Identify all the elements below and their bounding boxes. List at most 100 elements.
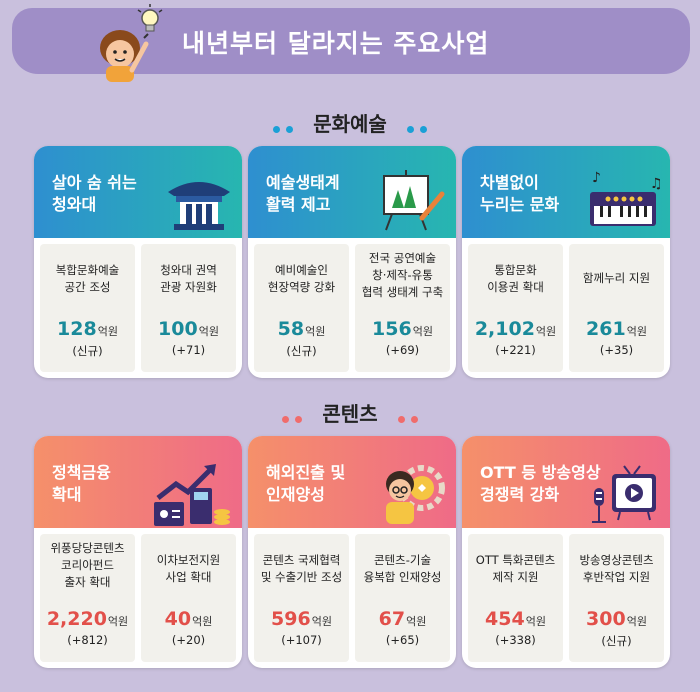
item-amount: 100억원 (141, 318, 236, 340)
decorative-dots-left (279, 404, 305, 428)
page-title: 내년부터 달라지는 주요사업 (182, 29, 490, 58)
amount-value: 156 (372, 318, 412, 340)
amount-value: 100 (158, 318, 198, 340)
card-arts-ecosystem: 예술생태계 활력 제고 예비예술인 현장역량 강화 58억원 (신규) 전국 공… (248, 146, 456, 378)
svg-text:♫: ♫ (650, 176, 662, 192)
card-policy-finance: 정책금융 확대 위풍당당콘텐츠 코리아펀드 출자 확대 2,220억원 (+81… (34, 436, 242, 668)
amount-unit: 억원 (198, 325, 219, 338)
section-title: 문화예술 (313, 112, 387, 136)
budget-item: 함께누리 지원 261억원 (+35) (569, 244, 664, 372)
item-name: 청와대 권역 관광 자원화 (160, 263, 217, 294)
amount-unit: 억원 (107, 615, 129, 628)
item-amount: 67억원 (355, 608, 450, 630)
card-title: 예술생태계 활력 제고 (266, 173, 340, 214)
item-amount: 128억원 (40, 318, 135, 340)
item-name: 콘텐츠-기술 융복합 인재양성 (363, 553, 442, 584)
item-name: 콘텐츠 국제협력 및 수출기반 조성 (260, 553, 343, 584)
budget-item: 예비예술인 현장역량 강화 58억원 (신규) (254, 244, 349, 372)
item-change: (신규) (72, 344, 103, 358)
item-name: 통합문화 이용권 확대 (487, 263, 544, 294)
section-title: 콘텐츠 (322, 402, 378, 426)
item-change: (+69) (385, 343, 420, 357)
amount-unit: 억원 (535, 325, 557, 338)
item-change: (+812) (67, 633, 108, 647)
item-change: (+107) (281, 633, 322, 647)
section-heading-contents: 콘텐츠 (0, 398, 700, 428)
budget-item: OTT 특화콘텐츠 제작 지원 454억원 (+338) (468, 534, 563, 662)
item-amount: 40억원 (141, 608, 236, 630)
easel-painting-icon (383, 170, 445, 231)
item-name: 예비예술인 현장역량 강화 (267, 263, 336, 294)
item-change: (신규) (286, 344, 317, 358)
item-change: (+35) (599, 343, 634, 357)
budget-item: 이차보전지원 사업 확대 40억원 (+20) (141, 534, 236, 662)
amount-unit: 억원 (626, 615, 647, 628)
budget-item: 콘텐츠 국제협력 및 수출기반 조성 596억원 (+107) (254, 534, 349, 662)
amount-value: 40 (164, 608, 192, 630)
amount-unit: 억원 (525, 615, 546, 628)
item-name: 위풍당당콘텐츠 코리아펀드 출자 확대 (50, 541, 125, 589)
person-idea-icon (386, 465, 445, 524)
tv-microphone-icon (592, 465, 656, 523)
item-amount: 2,102억원 (468, 318, 563, 340)
amount-value: 454 (485, 608, 525, 630)
amount-value: 300 (586, 608, 626, 630)
decorative-dots-left (270, 114, 296, 138)
card-blue-house: 살아 숨 쉬는 청와대 복합문화예술 공간 조성 128억원 (신규) 청와대 … (34, 146, 242, 378)
decorative-dots-right (395, 404, 421, 428)
budget-item: 통합문화 이용권 확대 2,102억원 (+221) (468, 244, 563, 372)
amount-unit: 억원 (412, 325, 433, 338)
budget-item: 복합문화예술 공간 조성 128억원 (신규) (40, 244, 135, 372)
item-amount: 156억원 (355, 318, 450, 340)
keyboard-music-icon: ♪ ♫ (590, 170, 662, 226)
item-amount: 596억원 (254, 608, 349, 630)
item-change: (신규) (601, 634, 632, 648)
item-change: (+20) (171, 633, 206, 647)
item-amount: 300억원 (569, 608, 664, 630)
traditional-building-icon (168, 182, 230, 230)
item-amount: 454억원 (468, 608, 563, 630)
item-name: 이차보전지원 사업 확대 (156, 553, 221, 584)
decorative-dots-right (404, 114, 430, 138)
section-heading-culture: 문화예술 (0, 108, 700, 138)
item-change: (+338) (495, 633, 536, 647)
item-amount: 261억원 (569, 318, 664, 340)
amount-unit: 억원 (305, 325, 326, 338)
amount-unit: 억원 (311, 615, 332, 628)
item-name: 전국 공연예술 창·제작-유통 협력 생태계 구축 (361, 251, 444, 299)
budget-item: 위풍당당콘텐츠 코리아펀드 출자 확대 2,220억원 (+812) (40, 534, 135, 662)
item-name: 함께누리 지원 (582, 271, 651, 285)
amount-unit: 억원 (406, 615, 427, 628)
budget-item: 방송영상콘텐츠 후반작업 지원 300억원 (신규) (569, 534, 664, 662)
card-global-talent: 해외진출 및 인재양성 콘텐츠 국제협력 및 수출기반 조성 596억원 (+1… (248, 436, 456, 668)
card-title: 차별없이 누리는 문화 (480, 173, 560, 214)
card-culture-for-all: 차별없이 누리는 문화 ♪ ♫ 통합문화 이용권 확대 2,102억원 (+22… (462, 146, 670, 378)
amount-value: 261 (586, 318, 626, 340)
growth-chart-coins-icon (154, 464, 230, 526)
amount-unit: 억원 (192, 615, 213, 628)
card-title: 정책금융 확대 (52, 463, 111, 504)
amount-value: 128 (57, 318, 97, 340)
svg-text:♪: ♪ (592, 170, 601, 186)
amount-value: 2,220 (46, 608, 107, 630)
card-title: OTT 등 방송영상 경쟁력 강화 (480, 463, 601, 504)
item-change: (+71) (171, 343, 206, 357)
amount-unit: 억원 (97, 325, 118, 338)
amount-value: 58 (277, 318, 305, 340)
item-amount: 2,220억원 (40, 608, 135, 630)
amount-unit: 억원 (626, 325, 647, 338)
item-change: (+65) (385, 633, 420, 647)
amount-value: 596 (271, 608, 311, 630)
item-name: OTT 특화콘텐츠 제작 지원 (475, 553, 556, 584)
amount-value: 2,102 (474, 318, 535, 340)
item-change: (+221) (495, 343, 536, 357)
budget-item: 청와대 권역 관광 자원화 100억원 (+71) (141, 244, 236, 372)
budget-item: 전국 공연예술 창·제작-유통 협력 생태계 구축 156억원 (+69) (355, 244, 450, 372)
header-banner: 내년부터 달라지는 주요사업 (12, 4, 690, 82)
card-title: 해외진출 및 인재양성 (266, 463, 346, 504)
card-ott-broadcast: OTT 등 방송영상 경쟁력 강화 OTT 특화콘텐츠 제작 지원 454억원 … (462, 436, 670, 668)
budget-item: 콘텐츠-기술 융복합 인재양성 67억원 (+65) (355, 534, 450, 662)
amount-value: 67 (378, 608, 406, 630)
item-name: 방송영상콘텐츠 후반작업 지원 (579, 553, 654, 584)
card-title: 살아 숨 쉬는 청와대 (52, 173, 137, 214)
